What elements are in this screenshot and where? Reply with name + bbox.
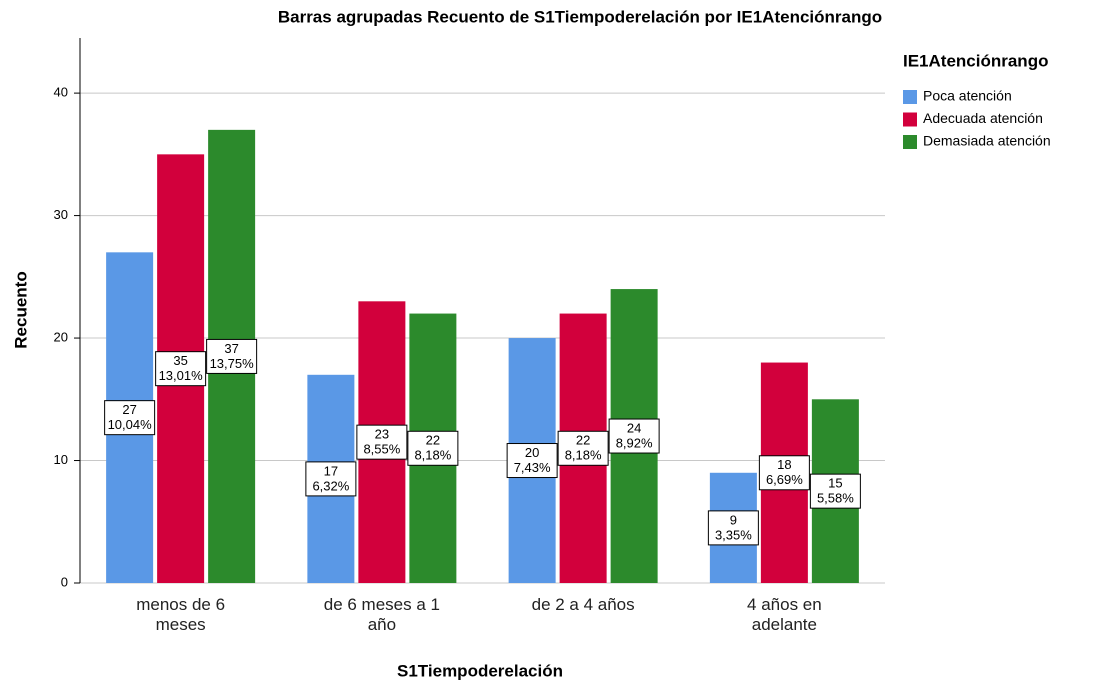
y-axis-label: Recuento [11,271,30,348]
x-tick-label: 4 años en adelante [747,595,822,634]
data-label-value: 22 [426,433,440,448]
data-label-box [305,461,357,497]
data-label: 207,43% [506,443,558,479]
data-label-percent: 6,32% [312,478,349,493]
data-label-value: 20 [525,445,539,460]
y-tick-label: 10 [54,452,68,467]
data-label: 155,58% [809,473,861,509]
data-label-box [206,338,258,374]
y-tick-label: 40 [54,85,68,100]
data-label-percent: 7,43% [514,460,551,475]
data-label-percent: 6,69% [766,472,803,487]
data-label: 93,35% [707,510,759,546]
data-label-box [608,418,660,454]
data-label-box [356,424,408,460]
legend-title: IE1Atenciónrango [903,51,1048,70]
x-axis-label: S1Tiempoderelación [397,661,563,680]
data-label-value: 35 [173,353,187,368]
data-label: 176,32% [305,461,357,497]
data-label-percent: 5,58% [817,491,854,506]
data-label-value: 18 [777,457,791,472]
data-label-percent: 8,55% [363,442,400,457]
data-label: 228,18% [557,430,609,466]
data-label-box [557,430,609,466]
data-label-box [155,351,207,387]
legend-swatch [903,112,917,127]
y-tick-label: 30 [54,207,68,222]
data-label-box [506,443,558,479]
data-label-value: 27 [122,402,136,417]
data-label-percent: 8,18% [414,448,451,463]
x-tick-label: de 2 a 4 años [531,595,635,614]
data-label-box [758,455,810,491]
data-label-percent: 10,04% [108,417,153,432]
data-label-value: 24 [627,420,641,435]
data-label: 186,69% [758,455,810,491]
data-label-percent: 8,18% [565,448,602,463]
legend-swatch [903,135,917,149]
data-label-value: 37 [224,341,238,356]
legend-label: Adecuada atención [923,110,1043,126]
data-label-value: 23 [375,427,389,442]
legend-label: Poca atención [923,88,1012,104]
data-label-box [809,473,861,509]
y-tick-label: 20 [54,329,68,344]
data-label: 238,55% [356,424,408,460]
data-label: 248,92% [608,418,660,454]
data-label-value: 9 [730,512,737,527]
legend-label: Demasiada atención [923,133,1051,149]
legend-swatch [903,90,917,104]
data-label-percent: 3,35% [715,527,752,542]
data-label-percent: 8,92% [616,435,653,450]
x-tick-label: de 6 meses a 1 año [323,595,440,634]
data-label-value: 22 [576,433,590,448]
data-label-value: 17 [324,463,338,478]
data-label-box [707,510,759,546]
data-label: 228,18% [407,430,459,466]
data-label-box [407,430,459,466]
data-label-box [104,400,156,436]
y-tick-label: 0 [61,574,68,589]
data-label-percent: 13,01% [159,368,204,383]
data-label-value: 15 [828,476,842,491]
chart-title: Barras agrupadas Recuento de S1Tiempoder… [278,7,882,26]
data-label-percent: 13,75% [210,356,255,371]
x-tick-label: menos de 6 meses [136,595,226,634]
